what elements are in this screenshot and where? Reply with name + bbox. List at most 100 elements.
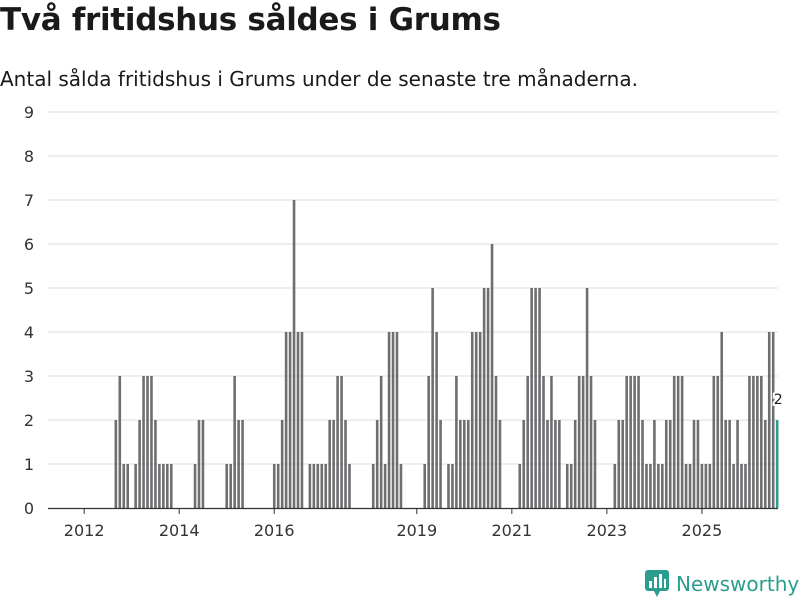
bar-chart: 0 1 2 3 4 5 6 7 8 9 2012 2014 2016 2019 2021 2023 2025 2: [24, 103, 785, 540]
bar: [490, 244, 494, 508]
bar: [435, 332, 438, 508]
bar: [573, 420, 577, 508]
brand-name: Newsworthy: [676, 572, 800, 596]
bar: [166, 464, 169, 508]
bar: [617, 420, 621, 508]
bar: [300, 332, 304, 508]
bar: [451, 464, 454, 508]
bar: [126, 464, 130, 508]
bar: [324, 464, 328, 508]
bar: [387, 332, 391, 508]
bar: [292, 200, 296, 508]
bar: [522, 420, 526, 508]
y-tick-label: 2: [24, 411, 34, 430]
y-tick-label: 7: [24, 191, 34, 210]
bar: [463, 420, 466, 508]
y-tick-label: 6: [24, 235, 34, 254]
bar: [550, 376, 553, 508]
bar: [589, 376, 593, 508]
bar: [316, 464, 320, 508]
bar: [466, 420, 470, 508]
bar: [684, 464, 688, 508]
bar: [478, 332, 482, 508]
bar: [752, 376, 755, 508]
y-tick-label: 0: [24, 499, 34, 518]
bar: [720, 332, 724, 508]
bar: [241, 420, 244, 508]
bar: [114, 420, 118, 508]
x-tick-label: 2016: [254, 521, 295, 540]
bar: [237, 420, 240, 508]
bar: [688, 464, 692, 508]
bar: [391, 332, 395, 508]
bar: [526, 376, 529, 508]
bar: [645, 464, 648, 508]
bar: [641, 420, 644, 508]
bar: [585, 288, 589, 508]
bar: [138, 420, 141, 508]
bar: [696, 420, 700, 508]
bar: [546, 420, 549, 508]
bar: [554, 420, 557, 508]
bar: [439, 420, 442, 508]
bar: [672, 376, 676, 508]
bar: [122, 464, 126, 508]
bar: [169, 464, 173, 508]
bar: [482, 288, 486, 508]
bar: [732, 464, 735, 508]
bar: [728, 420, 731, 508]
bar: [704, 464, 708, 508]
bar: [633, 376, 636, 508]
bar: [288, 332, 292, 508]
bar: [692, 420, 696, 508]
bar: [154, 420, 157, 508]
bar: [332, 420, 335, 508]
bar: [498, 420, 502, 508]
bar: [470, 332, 474, 508]
bar: [708, 464, 712, 508]
bar: [427, 376, 430, 508]
x-tick-label: 2023: [587, 521, 628, 540]
bar: [486, 288, 490, 508]
bar: [558, 420, 561, 508]
newsworthy-logo[interactable]: Newsworthy: [645, 570, 799, 598]
bar: [312, 464, 316, 508]
bar: [474, 332, 478, 508]
bar: [593, 420, 597, 508]
bar: [661, 464, 664, 508]
bar: [625, 376, 628, 508]
bar: [767, 332, 771, 508]
y-tick-label: 5: [24, 279, 34, 298]
bar: [494, 376, 498, 508]
bar: [423, 464, 427, 508]
bar: [736, 420, 739, 508]
bar: [447, 464, 450, 508]
bar: [225, 464, 229, 508]
bar: [530, 288, 533, 508]
bar: [534, 288, 537, 508]
newsworthy-logo-icon: [645, 570, 669, 597]
axes: 0 1 2 3 4 5 6 7 8 9 2012 2014 2016 2019 2021 2023 2025: [24, 103, 778, 540]
page-title: Två fritidshus såldes i Grums: [0, 2, 501, 38]
bar: [340, 376, 343, 508]
bar: [760, 376, 763, 508]
bar: [716, 376, 720, 508]
bar: [613, 464, 617, 508]
bar: [657, 464, 660, 508]
bar: [395, 332, 399, 508]
x-tick-label: 2014: [159, 521, 200, 540]
bar: [459, 420, 462, 508]
bar: [629, 376, 632, 508]
bar: [756, 376, 759, 508]
bar: [581, 376, 585, 508]
bar: [577, 376, 581, 508]
bar: [118, 376, 122, 508]
bar: [197, 420, 201, 508]
bar: [201, 420, 205, 508]
bar: [744, 464, 747, 508]
bar: [344, 420, 347, 508]
y-tick-label: 8: [24, 147, 34, 166]
grid-lines: [48, 111, 778, 465]
last-value-label: 2: [774, 392, 783, 408]
bar: [700, 464, 704, 508]
